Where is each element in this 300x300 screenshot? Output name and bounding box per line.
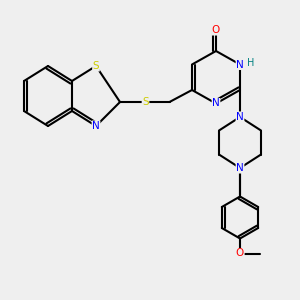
Text: N: N bbox=[236, 163, 244, 173]
Text: N: N bbox=[236, 112, 244, 122]
Text: O: O bbox=[212, 25, 220, 35]
Text: N: N bbox=[92, 121, 100, 131]
Text: S: S bbox=[142, 97, 149, 107]
Text: O: O bbox=[236, 248, 244, 259]
Text: S: S bbox=[93, 61, 99, 71]
Text: N: N bbox=[212, 98, 220, 109]
Text: N: N bbox=[236, 59, 244, 70]
Text: H: H bbox=[247, 58, 254, 68]
